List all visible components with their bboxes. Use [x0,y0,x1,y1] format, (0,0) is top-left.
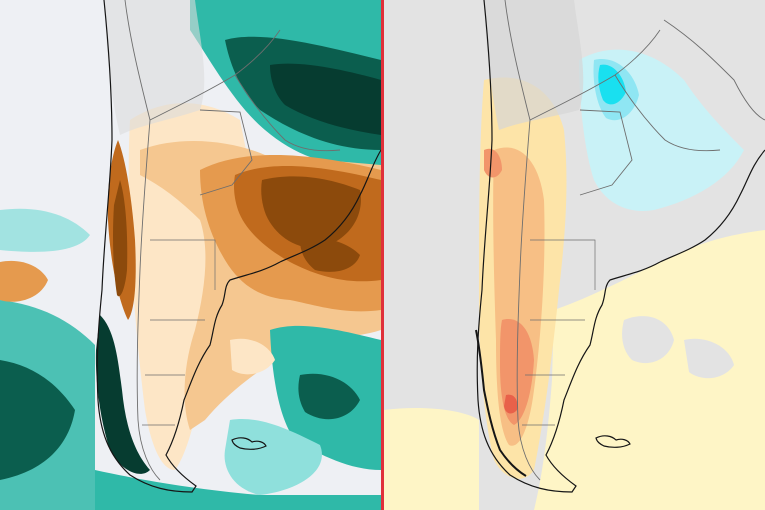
right-coastline [476,0,661,493]
left-border-bolivia [149,29,281,121]
left-pacific-orange-patch [0,260,48,302]
left-south-atlantic-light [224,419,322,495]
left-andes-ridge-core [113,180,128,297]
left-east-cream-patch [230,338,275,375]
left-border-argentina-north [199,109,253,196]
right-border-provinces [522,239,596,426]
right-ocean-yellow-south [384,408,479,510]
left-north-darkest-core [270,63,381,135]
left-falklands [231,437,267,450]
left-coastline [96,0,281,493]
right-coastline-rio-plata [659,149,765,263]
right-border-bolivia [529,29,661,121]
right-north-cyan-spot [598,64,626,105]
right-border-paraguay [614,74,721,152]
right-chile-fjords [475,329,527,477]
right-atlantic-yellow [534,230,765,510]
right-relief-north [484,0,584,130]
left-south-atlantic-dark [298,373,360,420]
right-argentina-red-spot [504,394,518,414]
right-border-brazil [663,19,765,121]
right-north-orange-patch [484,148,502,178]
right-falklands [595,435,631,448]
right-border-argentina-north [579,109,633,196]
left-border-andes [124,0,161,481]
left-border-provinces [142,239,216,426]
right-atlantic-gray-patch2 [684,338,734,379]
right-border-andes [504,0,541,481]
left-map-svg [0,0,381,510]
left-pacific-dark-field [0,360,75,480]
panel-divider [381,0,384,510]
right-map-panel [384,0,765,510]
left-bottom-teal-band [95,470,381,510]
left-border-paraguay [234,74,341,152]
left-coastline-rio-plata [279,149,381,263]
right-map-svg [384,0,765,510]
left-pacific-light-teal [0,208,90,252]
left-relief-north [105,0,205,135]
right-atlantic-gray-patch [622,316,674,364]
left-map-panel [0,0,381,510]
left-chile-coast-dark [95,315,150,474]
